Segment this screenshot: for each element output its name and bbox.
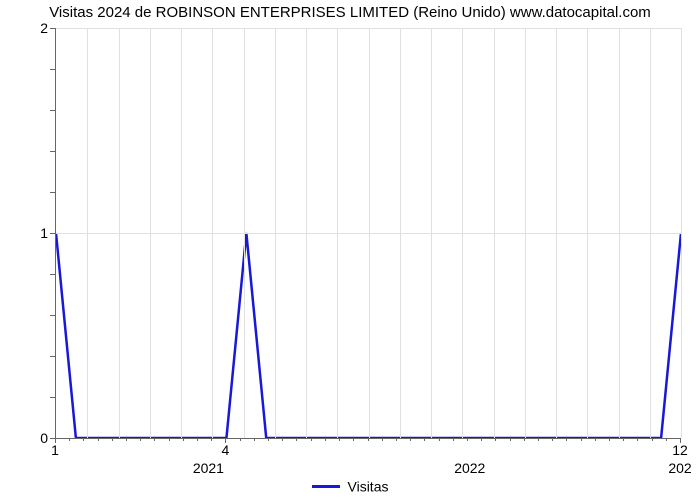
x-tick-minor (637, 438, 638, 441)
x-tick-minor (609, 438, 610, 441)
y-tick-minor (50, 69, 55, 70)
plot-area (55, 28, 681, 439)
x-tick-minor (240, 438, 241, 441)
grid-line-v (150, 28, 151, 438)
x-tick-minor (325, 438, 326, 441)
y-tick-minor (50, 233, 55, 234)
chart-container: Visitas 2024 de ROBINSON ENTERPRISES LIM… (0, 0, 700, 500)
grid-line-v (337, 28, 338, 438)
grid-line-v (212, 28, 213, 438)
x-tick-minor (566, 438, 567, 441)
x-year-label: 2022 (454, 460, 485, 476)
x-tick-minor (510, 438, 511, 441)
grid-line-v (494, 28, 495, 438)
x-tick-minor (382, 438, 383, 441)
x-tick-minor (453, 438, 454, 441)
grid-line-v (275, 28, 276, 438)
x-tick-minor (524, 438, 525, 441)
x-tick-minor (112, 438, 113, 441)
grid-line-v (556, 28, 557, 438)
grid-line-v (87, 28, 88, 438)
x-tick-minor (652, 438, 653, 441)
x-tick-minor (311, 438, 312, 441)
x-tick-minor (481, 438, 482, 441)
y-tick-minor (50, 151, 55, 152)
x-tick-minor (410, 438, 411, 441)
grid-line-v (306, 28, 307, 438)
x-year-label: 2021 (193, 460, 224, 476)
grid-line-v (650, 28, 651, 438)
grid-line-v (431, 28, 432, 438)
legend-swatch (312, 485, 340, 488)
x-tick-minor (140, 438, 141, 441)
x-tick-minor (69, 438, 70, 441)
grid-line-v (525, 28, 526, 438)
x-tick-minor (424, 438, 425, 441)
grid-line-v (181, 28, 182, 438)
y-tick-minor (50, 397, 55, 398)
x-tick-minor (623, 438, 624, 441)
grid-line-v (400, 28, 401, 438)
x-tick-minor (552, 438, 553, 441)
y-tick-label: 0 (18, 430, 48, 446)
x-tick-minor (197, 438, 198, 441)
x-tick-minor (254, 438, 255, 441)
x-tick-minor (169, 438, 170, 441)
x-tick-minor (368, 438, 369, 441)
x-tick-label: 4 (222, 442, 230, 458)
grid-line-v (619, 28, 620, 438)
grid-line-v (244, 28, 245, 438)
x-tick-minor (98, 438, 99, 441)
y-tick-minor (50, 274, 55, 275)
x-tick-minor (353, 438, 354, 441)
grid-line-v (462, 28, 463, 438)
y-tick-label: 2 (18, 20, 48, 36)
legend-label: Visitas (348, 478, 389, 494)
x-tick-minor (538, 438, 539, 441)
x-tick-minor (581, 438, 582, 441)
y-tick-minor (50, 28, 55, 29)
x-tick-minor (268, 438, 269, 441)
x-tick-minor (495, 438, 496, 441)
legend: Visitas (0, 477, 700, 494)
y-tick-minor (50, 192, 55, 193)
y-tick-minor (50, 356, 55, 357)
x-tick-minor (396, 438, 397, 441)
x-tick-minor (282, 438, 283, 441)
x-tick-minor (439, 438, 440, 441)
y-tick-label: 1 (18, 225, 48, 241)
y-tick-minor (50, 315, 55, 316)
x-tick-minor (467, 438, 468, 441)
x-tick-minor (666, 438, 667, 441)
x-tick-minor (339, 438, 340, 441)
x-tick-minor (211, 438, 212, 441)
x-tick-label: 1 (51, 442, 59, 458)
x-tick-minor (83, 438, 84, 441)
chart-title: Visitas 2024 de ROBINSON ENTERPRISES LIM… (0, 4, 700, 21)
x-tick-minor (126, 438, 127, 441)
x-tick-label: 12 (672, 442, 688, 458)
grid-line-v (119, 28, 120, 438)
x-tick-minor (154, 438, 155, 441)
x-tick-minor (183, 438, 184, 441)
x-tick-minor (595, 438, 596, 441)
y-tick-minor (50, 110, 55, 111)
x-year-label: 202 (668, 460, 691, 476)
grid-line-v (587, 28, 588, 438)
grid-line-v (369, 28, 370, 438)
x-tick-minor (296, 438, 297, 441)
grid-line-v (681, 28, 682, 438)
